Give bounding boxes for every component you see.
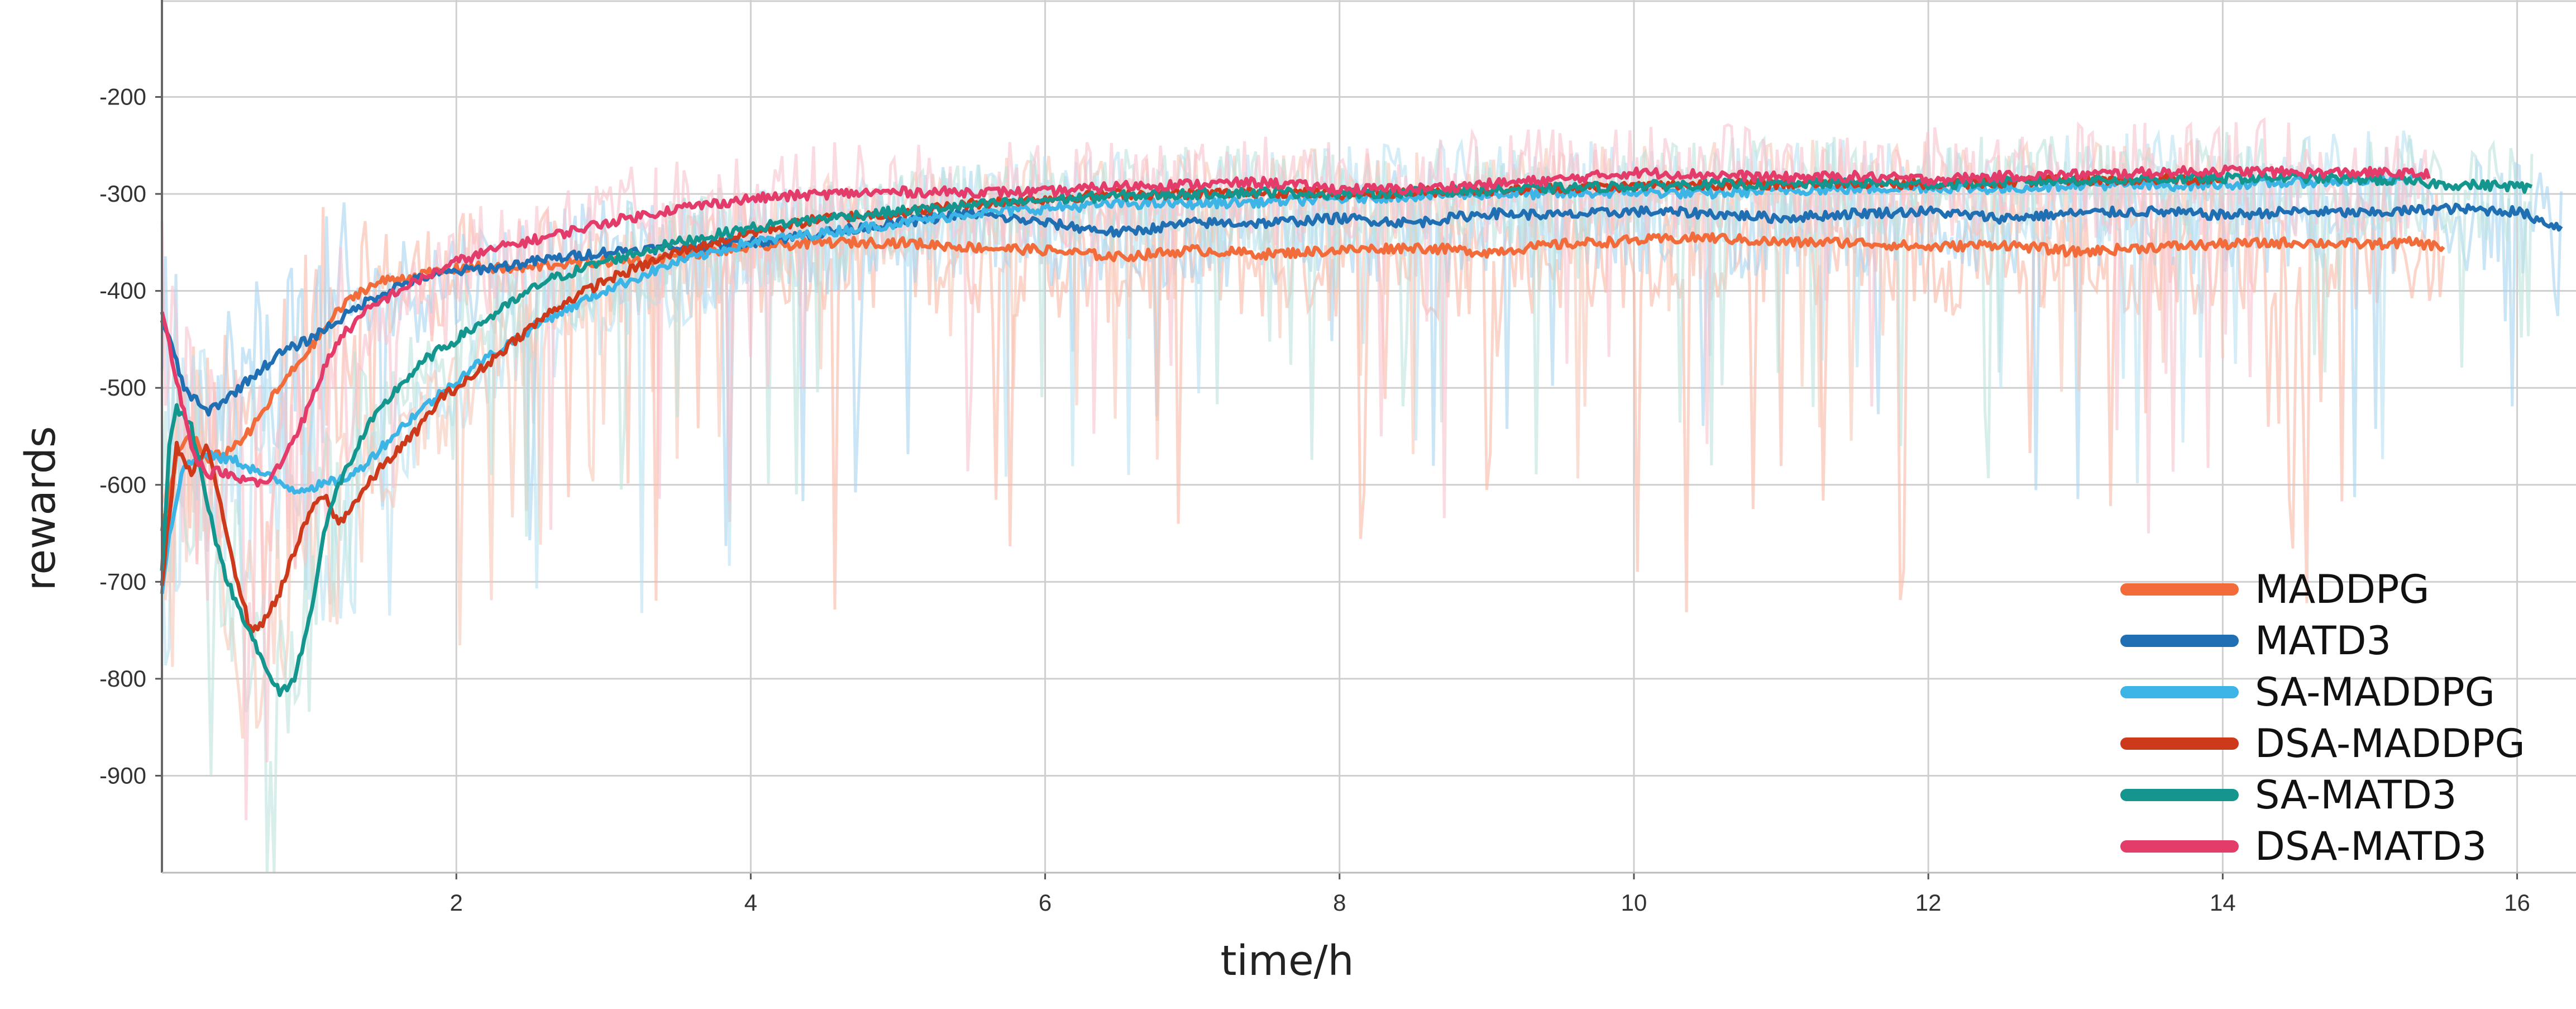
x-tick-label: 12 xyxy=(1915,889,1942,916)
x-tick-label: 2 xyxy=(450,889,463,916)
x-tick-label: 8 xyxy=(1333,889,1346,916)
y-tick-label: -600 xyxy=(99,472,146,498)
y-tick-label: -800 xyxy=(99,665,146,692)
y-tick-label: -400 xyxy=(99,278,146,304)
axes xyxy=(155,0,2576,879)
x-axis-label: time/h xyxy=(1220,937,1354,985)
series-line-dsa-matd3 xyxy=(160,164,2431,488)
legend-entry: SA-MATD3 xyxy=(2255,772,2456,818)
smoothed-series-layer xyxy=(160,164,2563,697)
y-tick-label: -700 xyxy=(99,568,146,594)
y-tick-label: -200 xyxy=(99,84,146,110)
x-tick-label: 14 xyxy=(2210,889,2236,916)
x-tick-label: 4 xyxy=(744,889,757,916)
legend-entry: MATD3 xyxy=(2255,618,2391,664)
y-axis-label: rewards xyxy=(17,426,65,591)
series-line-sa-matd3 xyxy=(160,171,2533,697)
legend: MADDPG MATD3 SA-MADDPG DSA-MADDPG SA-MATD3 DS… xyxy=(2120,567,2525,869)
legend-entry: MADDPG xyxy=(2255,567,2430,612)
y-tick-label: -900 xyxy=(99,762,146,788)
legend-entry: DSA-MADDPG xyxy=(2255,721,2525,767)
legend-entry: SA-MADDPG xyxy=(2255,669,2495,715)
x-tick-label: 10 xyxy=(1621,889,1647,916)
series-line-matd3 xyxy=(160,202,2563,417)
y-tick-label: -500 xyxy=(99,374,146,401)
series-line-sa-maddpg xyxy=(160,173,2415,594)
series-line-maddpg xyxy=(160,231,2445,532)
legend-entry: DSA-MATD3 xyxy=(2255,824,2487,869)
tick-labels: -900 -800 -700 -600 -500 -400 -300 -200 2 4 6 8 10 12… xyxy=(99,84,2530,916)
y-tick-label: -300 xyxy=(99,180,146,207)
x-tick-label: 16 xyxy=(2504,889,2530,916)
x-tick-label: 6 xyxy=(1039,889,1052,916)
